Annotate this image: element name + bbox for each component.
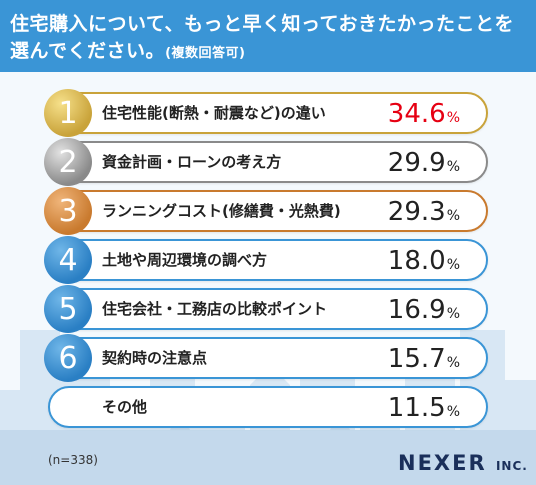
- ranking-row: 1 住宅性能(断熱・耐震など)の違い 34.6%: [44, 89, 488, 137]
- title-line-2-text: 選んでください。: [10, 40, 166, 62]
- value-number: 34.6: [387, 99, 446, 129]
- ranking-row: 4 土地や周辺環境の調べ方 18.0%: [44, 236, 488, 284]
- ranking-row: 2 資金計画・ローンの考え方 29.9%: [44, 138, 488, 186]
- title-line-2: 選んでください。(複数回答可): [10, 38, 530, 67]
- rank-badge: 4: [44, 236, 92, 284]
- ranking-row: 3 ランニングコスト(修繕費・光熱費) 29.3%: [44, 187, 488, 235]
- rank-badge: 3: [44, 187, 92, 235]
- item-label: 土地や周辺環境の調べ方: [102, 251, 268, 269]
- title-banner: 住宅購入について、もっと早く知っておきたかったことを 選んでください。(複数回答…: [0, 0, 536, 72]
- rank-badge: 2: [44, 138, 92, 186]
- title-line-1: 住宅購入について、もっと早く知っておきたかったことを: [10, 13, 514, 35]
- nexer-logo: NEXER INC.: [398, 451, 528, 475]
- item-label: 住宅会社・工務店の比較ポイント: [102, 300, 328, 318]
- chart-title: 住宅購入について、もっと早く知っておきたかったことを 選んでください。(複数回答…: [10, 11, 530, 67]
- item-label: その他: [102, 398, 148, 416]
- percent-sign: %: [446, 257, 460, 273]
- item-value: 29.3%: [388, 192, 460, 230]
- percent-sign: %: [446, 355, 460, 371]
- value-number: 18.0: [387, 246, 446, 276]
- rank-badge: 6: [44, 334, 92, 382]
- percent-sign: %: [446, 404, 460, 420]
- brand-suffix: INC.: [495, 459, 528, 473]
- item-value: 16.9%: [388, 290, 460, 328]
- percent-sign: %: [446, 159, 460, 175]
- item-label: 契約時の注意点: [102, 349, 208, 367]
- percent-sign: %: [446, 208, 460, 224]
- percent-sign: %: [446, 110, 460, 126]
- item-label: ランニングコスト(修繕費・光熱費): [102, 202, 341, 220]
- percent-sign: %: [446, 306, 460, 322]
- item-value: 34.6%: [388, 94, 460, 132]
- ranking-row: 6 契約時の注意点 15.7%: [44, 334, 488, 382]
- ranking-row: その他 11.5%: [48, 386, 488, 428]
- item-value: 11.5%: [388, 388, 460, 426]
- title-note: (複数回答可): [165, 46, 246, 61]
- item-value: 18.0%: [388, 241, 460, 279]
- brand-name: NEXER: [398, 451, 487, 475]
- rank-badge: 1: [44, 89, 92, 137]
- item-value: 15.7%: [388, 339, 460, 377]
- sample-size-note: (n=338): [48, 453, 98, 467]
- value-number: 16.9: [387, 295, 446, 325]
- value-number: 11.5: [387, 393, 446, 423]
- item-label: 資金計画・ローンの考え方: [102, 153, 282, 171]
- rank-badge: 5: [44, 285, 92, 333]
- item-value: 29.9%: [388, 143, 460, 181]
- value-number: 29.9: [387, 148, 446, 178]
- item-label: 住宅性能(断熱・耐震など)の違い: [102, 104, 326, 122]
- ranking-row: 5 住宅会社・工務店の比較ポイント 16.9%: [44, 285, 488, 333]
- value-number: 15.7: [387, 344, 446, 374]
- value-number: 29.3: [387, 197, 446, 227]
